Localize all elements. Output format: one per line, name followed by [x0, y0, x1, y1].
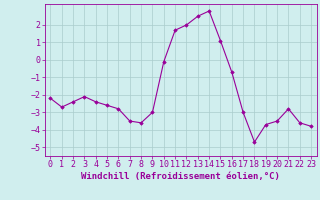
X-axis label: Windchill (Refroidissement éolien,°C): Windchill (Refroidissement éolien,°C): [81, 172, 280, 181]
